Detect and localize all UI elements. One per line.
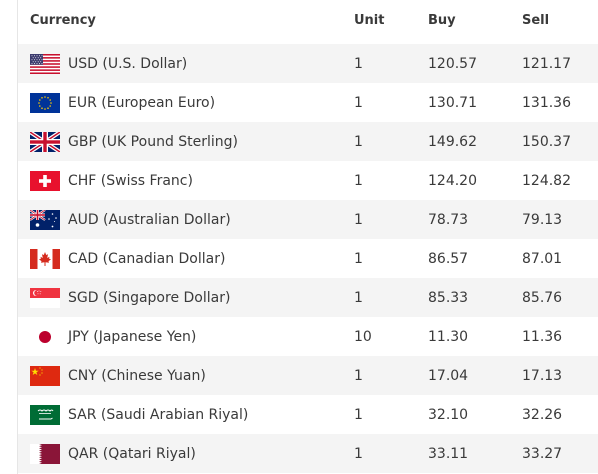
currency-name: SAR (Saudi Arabian Riyal) (68, 406, 249, 423)
buy-cell: 124.20 (428, 172, 477, 189)
buy-cell: 130.71 (428, 94, 477, 111)
sell-cell: 121.17 (522, 55, 571, 72)
unit-cell: 1 (354, 94, 363, 111)
table-header-row: Currency Unit Buy Sell (18, 0, 598, 44)
sell-cell: 33.27 (522, 445, 563, 462)
unit-cell: 1 (354, 55, 363, 72)
unit-cell: 1 (354, 133, 363, 150)
currency-name: CHF (Swiss Franc) (68, 172, 193, 189)
buy-cell: 17.04 (428, 367, 469, 384)
currency-name: JPY (Japanese Yen) (68, 328, 197, 345)
table-left-border (17, 0, 18, 474)
unit-cell: 1 (354, 289, 363, 306)
currency-name: CNY (Chinese Yuan) (68, 367, 206, 384)
table-row-qar: QAR (Qatari Riyal) 1 33.11 33.27 (18, 434, 598, 473)
table-row-jpy: JPY (Japanese Yen) 10 11.30 11.36 (18, 317, 598, 356)
buy-cell: 32.10 (428, 406, 469, 423)
us-flag-icon (30, 53, 60, 74)
sell-cell: 17.13 (522, 367, 563, 384)
exchange-rate-table: Currency Unit Buy Sell (18, 0, 598, 473)
buy-cell: 78.73 (428, 211, 469, 228)
sell-cell: 150.37 (522, 133, 571, 150)
buy-cell: 86.57 (428, 250, 469, 267)
unit-cell: 1 (354, 367, 363, 384)
sell-cell: 124.82 (522, 172, 571, 189)
currency-name: GBP (UK Pound Sterling) (68, 133, 239, 150)
currency-cell: USD (U.S. Dollar) (30, 44, 187, 83)
table-row-usd: USD (U.S. Dollar) 1 120.57 121.17 (18, 44, 598, 83)
table-row-sar: SAR (Saudi Arabian Riyal) 1 32.10 32.26 (18, 395, 598, 434)
sell-cell: 11.36 (522, 328, 563, 345)
unit-cell: 1 (354, 406, 363, 423)
canada-flag-icon (30, 248, 60, 269)
sell-cell: 79.13 (522, 211, 563, 228)
currency-cell: SAR (Saudi Arabian Riyal) (30, 395, 248, 434)
singapore-flag-icon (30, 287, 60, 308)
currency-cell: GBP (UK Pound Sterling) (30, 122, 238, 161)
unit-cell: 1 (354, 211, 363, 228)
qatar-flag-icon (30, 443, 60, 464)
uk-flag-icon (30, 131, 60, 152)
currency-name: USD (U.S. Dollar) (68, 55, 188, 72)
unit-cell: 10 (354, 328, 372, 345)
header-unit: Unit (354, 13, 385, 28)
table-row-chf: CHF (Swiss Franc) 1 124.20 124.82 (18, 161, 598, 200)
currency-cell: CAD (Canadian Dollar) (30, 239, 225, 278)
unit-cell: 1 (354, 172, 363, 189)
currency-cell: CHF (Swiss Franc) (30, 161, 193, 200)
buy-cell: 149.62 (428, 133, 477, 150)
sell-cell: 32.26 (522, 406, 563, 423)
sell-cell: 131.36 (522, 94, 571, 111)
currency-name: SGD (Singapore Dollar) (68, 289, 231, 306)
table-row-sgd: SGD (Singapore Dollar) 1 85.33 85.76 (18, 278, 598, 317)
currency-name: QAR (Qatari Riyal) (68, 445, 196, 462)
buy-cell: 33.11 (428, 445, 469, 462)
unit-cell: 1 (354, 445, 363, 462)
sell-cell: 85.76 (522, 289, 563, 306)
australia-flag-icon (30, 209, 60, 230)
header-currency: Currency (30, 13, 96, 28)
currency-cell: CNY (Chinese Yuan) (30, 356, 206, 395)
japan-flag-icon (30, 326, 60, 347)
table-row-eur: EUR (European Euro) 1 130.71 131.36 (18, 83, 598, 122)
currency-cell: QAR (Qatari Riyal) (30, 434, 196, 473)
swiss-flag-icon (30, 170, 60, 191)
sell-cell: 87.01 (522, 250, 563, 267)
currency-name: AUD (Australian Dollar) (68, 211, 231, 228)
saudi-flag-icon (30, 404, 60, 425)
buy-cell: 85.33 (428, 289, 469, 306)
currency-cell: JPY (Japanese Yen) (30, 317, 196, 356)
eu-flag-icon (30, 92, 60, 113)
table-row-cny: CNY (Chinese Yuan) 1 17.04 17.13 (18, 356, 598, 395)
currency-name: CAD (Canadian Dollar) (68, 250, 226, 267)
table-row-gbp: GBP (UK Pound Sterling) 1 149.62 150.37 (18, 122, 598, 161)
china-flag-icon (30, 365, 60, 386)
header-sell: Sell (522, 13, 550, 28)
currency-cell: EUR (European Euro) (30, 83, 215, 122)
unit-cell: 1 (354, 250, 363, 267)
table-row-aud: AUD (Australian Dollar) 1 78.73 79.13 (18, 200, 598, 239)
currency-cell: AUD (Australian Dollar) (30, 200, 231, 239)
currency-name: EUR (European Euro) (68, 94, 216, 111)
header-buy: Buy (428, 13, 456, 28)
buy-cell: 120.57 (428, 55, 477, 72)
buy-cell: 11.30 (428, 328, 469, 345)
table-row-cad: CAD (Canadian Dollar) 1 86.57 87.01 (18, 239, 598, 278)
currency-cell: SGD (Singapore Dollar) (30, 278, 230, 317)
